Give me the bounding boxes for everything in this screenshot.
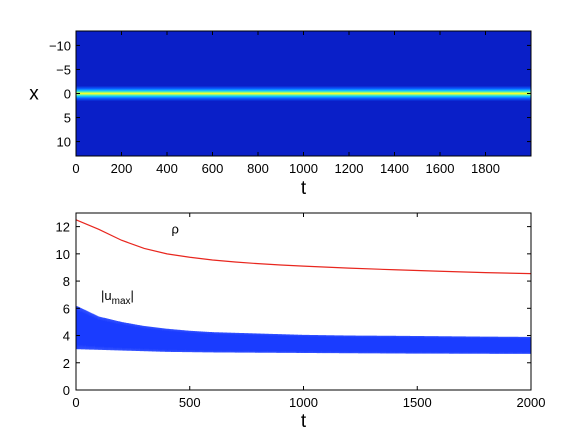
line-chart-panel: 0 500 1000 1500 2000 0 2 4 6 8 10 12 t ρ |umax| — [56, 212, 545, 432]
line-y-tick-label: 8 — [63, 274, 70, 289]
line-chart-annotations: ρ |umax| — [101, 221, 179, 307]
annotation-main-text: |u — [101, 288, 112, 303]
heatmap-x-tick-label: 800 — [247, 161, 269, 176]
series-annotation-label: |umax| — [101, 288, 134, 307]
heatmap-x-ticks: 0 200 400 600 800 1000 1200 1400 1600 1800 — [72, 31, 500, 176]
line-y-tick-label: 2 — [63, 356, 70, 371]
heatmap-x-label: t — [301, 178, 307, 199]
heatmap-x-tick-label: 1400 — [380, 161, 409, 176]
heatmap-y-tick-label: 10 — [57, 135, 71, 150]
series-rho-line — [75, 219, 532, 275]
line-chart-axes-frame — [75, 212, 532, 391]
heatmap-panel: 0 200 400 600 800 1000 1200 1400 1600 1800 −10−50… — [29, 30, 532, 199]
line-chart-x-label: t — [301, 411, 307, 432]
heatmap-y-tick-label: 5 — [64, 111, 71, 126]
line-x-tick-label: 2000 — [517, 395, 546, 410]
annotation-main-text: ρ — [172, 221, 179, 236]
line-y-tick-label: 4 — [63, 329, 70, 344]
line-y-tick-label: 0 — [63, 383, 70, 398]
line-chart-x-ticks: 0 500 1000 1500 2000 — [72, 213, 545, 410]
series-annotation-label: ρ — [172, 221, 179, 236]
heatmap-y-label: x — [29, 84, 39, 105]
heatmap-x-tick-label: 600 — [202, 161, 224, 176]
heatmap-y-tick-label: 0 — [64, 87, 71, 102]
heatmap-y-tick-label: −10 — [49, 38, 71, 53]
heatmap-y-tick-label: −5 — [56, 62, 71, 77]
heatmap-x-tick-label: 1600 — [426, 161, 455, 176]
line-x-tick-label: 500 — [179, 395, 201, 410]
heatmap-y-ticks: −10 −5 0 5 10 — [49, 38, 531, 150]
heatmap-x-tick-label: 400 — [156, 161, 178, 176]
series-umax-line — [75, 305, 532, 354]
line-x-tick-label: 1500 — [403, 395, 432, 410]
heatmap-x-tick-label: 1000 — [289, 161, 318, 176]
annotation-subscript: max — [112, 296, 131, 307]
line-y-tick-label: 6 — [63, 301, 70, 316]
line-chart-series — [75, 219, 532, 354]
heatmap-band — [76, 85, 531, 102]
annotation-suffix: | — [131, 288, 134, 303]
line-y-tick-label: 10 — [56, 247, 70, 262]
line-x-tick-label: 1000 — [289, 395, 318, 410]
heatmap-x-tick-label: 1800 — [471, 161, 500, 176]
line-y-tick-label: 12 — [56, 220, 70, 235]
heatmap-x-tick-label: 1200 — [335, 161, 364, 176]
heatmap-x-tick-label: 0 — [72, 161, 79, 176]
line-chart-y-ticks: 0 2 4 6 8 10 12 — [56, 220, 531, 398]
line-x-tick-label: 0 — [72, 395, 79, 410]
heatmap-x-tick-label: 200 — [111, 161, 133, 176]
